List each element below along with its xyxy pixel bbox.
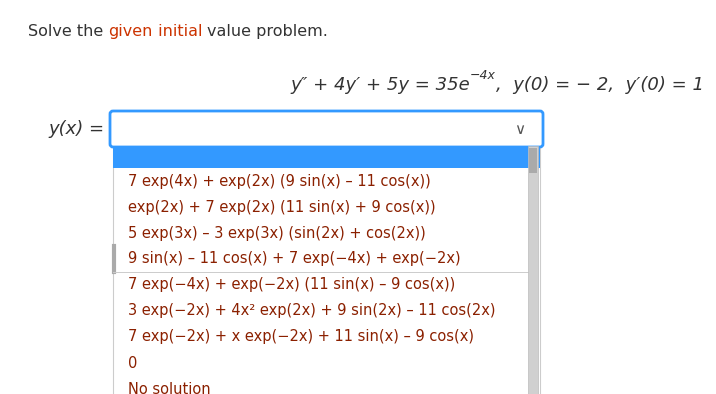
Text: given: given bbox=[108, 24, 153, 39]
Text: y(x) =: y(x) = bbox=[49, 120, 105, 138]
Bar bbox=[528, 146, 538, 394]
FancyBboxPatch shape bbox=[110, 111, 543, 147]
Text: No solution: No solution bbox=[128, 381, 211, 394]
Text: −4x: −4x bbox=[470, 69, 495, 82]
Text: 7 exp(−4x) + exp(−2x) (11 sin(x) – 9 cos(x)): 7 exp(−4x) + exp(−2x) (11 sin(x) – 9 cos… bbox=[128, 277, 455, 292]
Text: 3 exp(−2x) + 4x² exp(2x) + 9 sin(2x) – 11 cos(2x): 3 exp(−2x) + 4x² exp(2x) + 9 sin(2x) – 1… bbox=[128, 303, 495, 318]
Text: 7 exp(4x) + exp(2x) (9 sin(x) – 11 cos(x)): 7 exp(4x) + exp(2x) (9 sin(x) – 11 cos(x… bbox=[128, 173, 431, 188]
Text: Solve the: Solve the bbox=[28, 24, 108, 39]
Bar bbox=[529, 148, 537, 173]
Text: 9 sin(x) – 11 cos(x) + 7 exp(−4x) + exp(−2x): 9 sin(x) – 11 cos(x) + 7 exp(−4x) + exp(… bbox=[128, 251, 460, 266]
Bar bbox=[113, 146, 540, 168]
Text: initial: initial bbox=[153, 24, 208, 39]
Text: value problem.: value problem. bbox=[208, 24, 328, 39]
Bar bbox=[113, 146, 540, 394]
Text: y″ + 4y′ + 5y = 35e: y″ + 4y′ + 5y = 35e bbox=[290, 76, 470, 94]
Text: 0: 0 bbox=[128, 355, 137, 370]
Text: ,  y(0) = − 2,  y′(0) = 1: , y(0) = − 2, y′(0) = 1 bbox=[495, 76, 704, 94]
Text: ∨: ∨ bbox=[514, 121, 526, 136]
Text: 5 exp(3x) – 3 exp(3x) (sin(2x) + cos(2x)): 5 exp(3x) – 3 exp(3x) (sin(2x) + cos(2x)… bbox=[128, 225, 426, 240]
Text: exp(2x) + 7 exp(2x) (11 sin(x) + 9 cos(x)): exp(2x) + 7 exp(2x) (11 sin(x) + 9 cos(x… bbox=[128, 199, 435, 214]
Text: 7 exp(−2x) + x exp(−2x) + 11 sin(x) – 9 cos(x): 7 exp(−2x) + x exp(−2x) + 11 sin(x) – 9 … bbox=[128, 329, 474, 344]
